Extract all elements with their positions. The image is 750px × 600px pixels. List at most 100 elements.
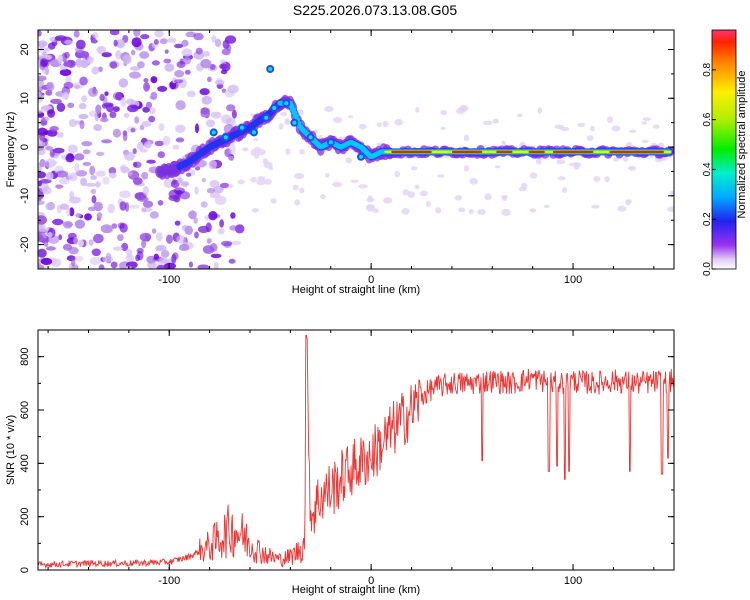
- faint-blob: [284, 119, 291, 125]
- noise-blob: [206, 187, 215, 194]
- y-tick-label: 400: [19, 454, 31, 472]
- noise-blob: [38, 30, 42, 37]
- faint-blob: [661, 156, 668, 161]
- noise-blob: [109, 61, 118, 69]
- noise-blob: [209, 243, 218, 252]
- noise-blob: [38, 171, 47, 179]
- faint-blob: [294, 199, 301, 206]
- faint-blob: [667, 206, 674, 212]
- faint-blob: [669, 190, 674, 196]
- heatmap-blobs: [38, 30, 674, 269]
- noise-blob: [167, 37, 177, 43]
- y-tick-label: 10: [19, 92, 31, 104]
- faint-blob: [456, 107, 465, 115]
- faint-blob: [256, 179, 266, 186]
- noise-blob: [92, 32, 99, 39]
- faint-blob: [642, 117, 652, 121]
- noise-blob: [151, 60, 160, 66]
- noise-blob: [148, 115, 156, 123]
- colorbar-tick-label: 0.0: [702, 262, 713, 276]
- noise-blob: [45, 89, 53, 96]
- noise-blob: [112, 246, 123, 251]
- noise-blob: [179, 243, 190, 252]
- chart-title: S225.2026.073.13.08.G05: [292, 2, 458, 18]
- faint-blob: [562, 187, 568, 193]
- noise-blob: [186, 90, 196, 98]
- noise-blob: [185, 172, 192, 177]
- noise-blob: [214, 79, 225, 85]
- y-tick-label: 600: [19, 401, 31, 419]
- noise-blob: [45, 146, 53, 151]
- faint-blob: [641, 139, 649, 144]
- faint-blob: [482, 120, 493, 126]
- ridge-peak: [391, 150, 432, 154]
- noise-blob: [73, 30, 80, 38]
- noise-blob: [131, 49, 136, 56]
- colorbar-tick-label: 0.2: [702, 212, 713, 226]
- noise-blob: [122, 131, 128, 142]
- noise-blob: [68, 172, 78, 182]
- faint-blob: [251, 207, 259, 213]
- noise-blob: [75, 255, 84, 262]
- noise-blob: [184, 225, 193, 235]
- noise-blob: [149, 211, 159, 219]
- noise-blob: [173, 187, 185, 195]
- noise-blob: [130, 127, 136, 133]
- noise-blob: [231, 109, 237, 119]
- noise-blob: [129, 66, 141, 71]
- noise-blob: [119, 223, 128, 233]
- hotspot-core: [252, 130, 256, 135]
- noise-blob: [66, 206, 71, 217]
- faint-blob: [591, 204, 600, 209]
- noise-blob: [119, 201, 127, 211]
- noise-blob: [75, 39, 86, 50]
- hotspot-core: [308, 135, 313, 140]
- noise-blob: [47, 42, 56, 50]
- faint-blob: [415, 107, 420, 113]
- noise-blob: [86, 56, 95, 65]
- noise-blob: [206, 238, 212, 244]
- noise-blob: [164, 63, 175, 72]
- noise-blob: [200, 58, 212, 69]
- noise-blob: [85, 182, 97, 187]
- noise-blob: [82, 149, 91, 155]
- faint-blob: [382, 120, 389, 128]
- faint-blob: [228, 184, 234, 188]
- noise-blob: [131, 37, 142, 48]
- noise-blob: [230, 212, 236, 219]
- colorbar-label: Normalized spectral amplitude: [736, 71, 748, 219]
- noise-blob: [47, 109, 56, 118]
- noise-blob: [207, 76, 212, 83]
- noise-blob: [157, 151, 165, 159]
- noise-blob: [132, 177, 143, 185]
- noise-blob: [212, 185, 224, 194]
- noise-blob: [200, 107, 210, 115]
- noise-blob: [157, 200, 164, 206]
- noise-blob: [172, 144, 180, 150]
- noise-blob: [45, 54, 52, 60]
- noise-blob: [166, 234, 173, 244]
- noise-blob: [200, 201, 208, 208]
- faint-blob: [625, 142, 633, 148]
- noise-blob: [104, 91, 109, 96]
- noise-blob: [154, 140, 164, 147]
- noise-blob: [113, 39, 118, 47]
- noise-blob: [137, 61, 145, 69]
- noise-blob: [98, 264, 105, 269]
- faint-blob: [299, 149, 305, 155]
- noise-blob: [69, 191, 75, 199]
- faint-blob: [419, 190, 428, 197]
- faint-blob: [463, 134, 469, 142]
- faint-blob: [560, 127, 569, 131]
- noise-blob: [134, 116, 140, 124]
- noise-blob: [50, 98, 62, 104]
- noise-blob: [79, 76, 88, 86]
- hotspot-core: [328, 140, 333, 145]
- noise-blob: [158, 123, 165, 131]
- hotspot-core: [211, 130, 216, 135]
- noise-blob: [58, 177, 70, 185]
- noise-blob: [80, 177, 88, 186]
- noise-blob: [209, 192, 221, 199]
- faint-blob: [324, 106, 334, 112]
